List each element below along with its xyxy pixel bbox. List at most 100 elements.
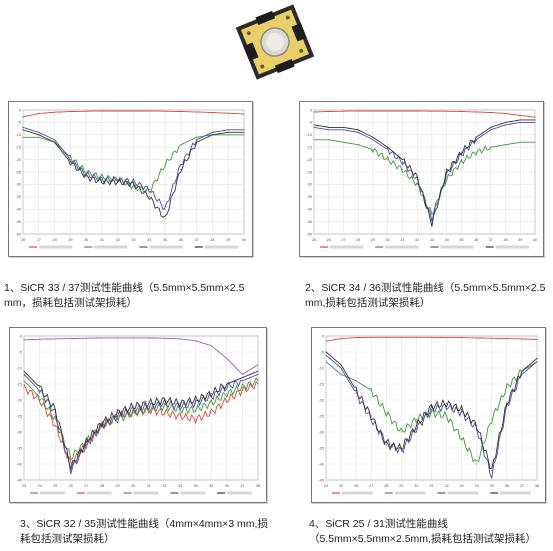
data-point [54, 425, 56, 427]
data-point [69, 161, 71, 163]
data-point [70, 457, 72, 459]
y-tick-label: -20 [307, 158, 313, 162]
data-point [117, 418, 119, 420]
x-tick-label: 37 [240, 484, 244, 488]
data-point [133, 186, 134, 188]
x-tick-label: 32 [116, 238, 120, 242]
data-point [431, 223, 433, 225]
series-line [325, 361, 538, 463]
data-point [506, 386, 508, 388]
y-tick-label: -30 [319, 430, 325, 434]
data-point [519, 141, 521, 143]
data-point [534, 116, 536, 118]
y-tick-label: -20 [16, 158, 22, 162]
data-point [506, 402, 508, 404]
x-tick-label: 27 [84, 484, 88, 488]
data-point [148, 110, 150, 112]
data-point [490, 111, 492, 113]
legend-entry [39, 245, 73, 249]
x-tick-label: 37 [489, 238, 493, 242]
data-point [117, 412, 119, 414]
data-point [227, 112, 229, 114]
data-point [431, 412, 432, 414]
legend-entry [385, 245, 419, 249]
data-point [355, 393, 357, 395]
y-tick-label: -45 [17, 478, 23, 482]
data-point [505, 144, 507, 146]
data-point [243, 129, 245, 131]
series-line [325, 351, 538, 469]
y-tick-label: -5 [321, 350, 324, 354]
data-point [210, 412, 212, 414]
data-point [226, 399, 228, 401]
data-point [461, 337, 463, 339]
data-point [70, 466, 72, 468]
data-point [257, 380, 259, 382]
x-tick-label: 32 [162, 484, 166, 488]
x-tick-label: 33 [460, 484, 464, 488]
data-point [54, 141, 56, 143]
y-tick-label: -45 [319, 478, 325, 482]
series-line [24, 337, 259, 375]
x-tick-label: 38 [535, 484, 539, 488]
data-point [69, 110, 71, 112]
x-tick-label: 27 [37, 238, 41, 242]
data-point [416, 176, 418, 178]
data-point [387, 149, 389, 151]
data-point [70, 463, 72, 465]
x-tick-label: 40 [242, 238, 246, 242]
caption-2: 2、SiCR 34 / 36测试性能曲线（5.5mm×5.5mm×2.5 mm,… [305, 282, 546, 309]
data-point [210, 345, 212, 347]
data-point [180, 110, 182, 112]
data-point [195, 402, 197, 404]
y-tick-label: -35 [319, 446, 325, 450]
data-point [241, 386, 243, 388]
data-point [357, 144, 359, 146]
data-point [22, 126, 24, 128]
data-point [491, 476, 493, 478]
data-point [210, 393, 212, 395]
y-tick-label: -25 [16, 170, 22, 174]
y-tick-label: -15 [17, 382, 23, 386]
x-tick-label: 28 [52, 238, 56, 242]
data-point [70, 338, 72, 340]
data-point [519, 119, 521, 121]
data-point [38, 134, 40, 136]
data-point [54, 409, 56, 411]
x-tick-label: 34 [193, 484, 197, 488]
y-tick-label: -25 [307, 170, 313, 174]
data-point [446, 402, 448, 404]
data-point [357, 129, 359, 131]
data-point [461, 412, 463, 414]
data-point [416, 183, 418, 185]
y-tick-label: -45 [16, 220, 22, 224]
data-point [460, 151, 462, 153]
data-point [328, 139, 330, 141]
data-point [506, 405, 508, 407]
caption-1: 1、SiCR 33 / 37测试性能曲线（5.5mm×5.5mm×2.5 mm，… [4, 282, 245, 309]
series-line [313, 110, 536, 118]
x-tick-label: 28 [100, 484, 104, 488]
x-tick-label: 26 [21, 238, 25, 242]
data-point [195, 418, 197, 420]
legend-entry [227, 491, 252, 495]
data-point [431, 213, 433, 215]
data-point [101, 181, 103, 183]
data-point [180, 164, 182, 166]
chart-3: 23 24 25 26 27 28 29 30 31 32 33 34 35 36 37 38 0 -5 -10 -1… [9, 327, 267, 503]
data-point [85, 171, 87, 173]
series-line [23, 134, 244, 193]
y-tick-label: -35 [16, 195, 22, 199]
x-tick-label: 38 [503, 238, 507, 242]
data-point [325, 354, 327, 356]
legend-entry [447, 491, 479, 495]
data-point [313, 139, 315, 141]
x-tick-label: 38 [210, 238, 214, 242]
x-tick-label: 30 [131, 484, 135, 488]
data-point [85, 110, 87, 112]
y-tick-label: -10 [307, 133, 313, 137]
x-tick-label: 31 [100, 238, 104, 242]
data-point [491, 337, 493, 339]
data-point [148, 405, 150, 407]
data-point [22, 116, 24, 118]
